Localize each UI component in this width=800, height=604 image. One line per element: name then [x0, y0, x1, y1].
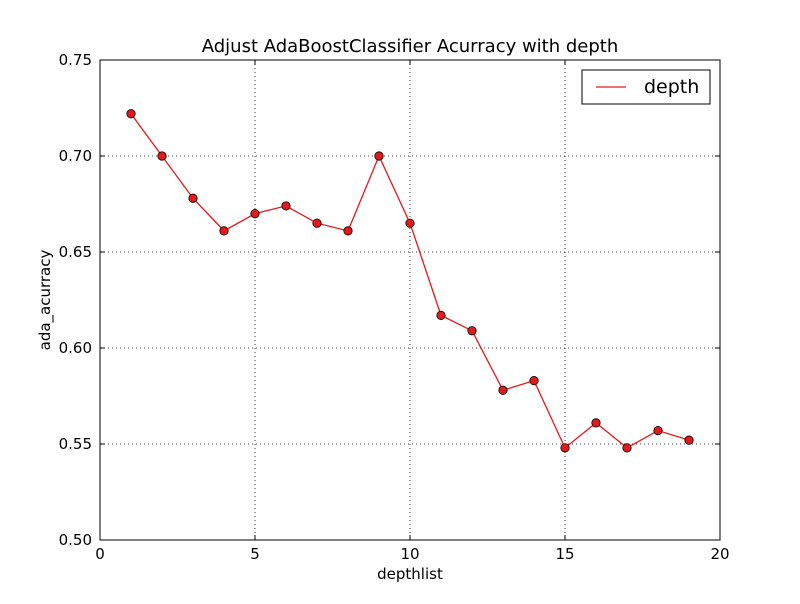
y-tick-label: 0.65 [59, 243, 92, 261]
data-point [653, 425, 663, 436]
data-point [343, 226, 353, 236]
data-point [684, 435, 694, 445]
data-point [591, 418, 601, 428]
chart-title: Adjust AdaBoostClassifier Acurracy with … [202, 36, 619, 57]
y-tick-label: 0.60 [59, 339, 92, 357]
x-tick-label: 0 [95, 545, 105, 563]
tick-labels: 0 5 10 15 20 0.50 0.55 0.60 0.65 0.70 0.75 [59, 51, 730, 563]
data-point [188, 193, 198, 203]
data-point [157, 151, 167, 161]
legend: depth [581, 69, 711, 105]
data-point [374, 151, 384, 161]
data-point [436, 310, 446, 320]
y-axis-label: ada_acurracy [36, 250, 55, 351]
data-point [219, 226, 229, 236]
data-point [312, 218, 322, 228]
y-tick-label: 0.70 [59, 147, 92, 165]
data-point [622, 443, 632, 453]
data-point [405, 218, 415, 228]
grid-lines [100, 60, 720, 540]
data-point [126, 109, 136, 119]
data-point [498, 385, 508, 395]
y-tick-label: 0.50 [59, 531, 92, 549]
y-tick-label: 0.75 [59, 51, 92, 69]
y-tick-label: 0.55 [59, 435, 92, 453]
tick-marks [99, 59, 721, 541]
x-tick-label: 20 [710, 545, 729, 563]
data-point [250, 209, 260, 219]
data-point [560, 443, 570, 453]
x-axis-label: depthlist [377, 565, 443, 583]
x-tick-label: 15 [555, 545, 574, 563]
data-point [467, 326, 477, 336]
legend-label-depth: depth [644, 76, 699, 98]
x-tick-label: 5 [250, 545, 260, 563]
x-tick-label: 10 [400, 545, 419, 563]
series-layer [126, 109, 694, 453]
data-point [281, 201, 291, 211]
data-point [529, 376, 539, 386]
